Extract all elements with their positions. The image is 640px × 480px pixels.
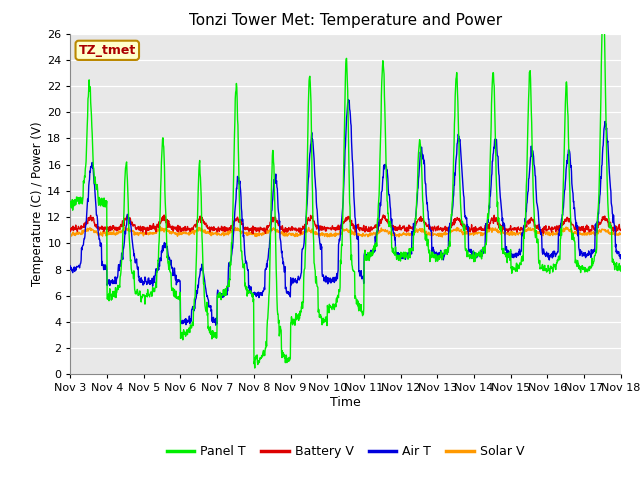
Battery V — [67, 228, 74, 234]
Line: Air T: Air T — [70, 99, 621, 325]
Title: Tonzi Tower Met: Temperature and Power: Tonzi Tower Met: Temperature and Power — [189, 13, 502, 28]
Solar V — [438, 234, 446, 240]
Panel T — [504, 260, 511, 265]
Air T — [212, 322, 220, 328]
Battery V — [176, 223, 184, 229]
Air T — [552, 251, 560, 256]
Panel T — [175, 294, 183, 300]
X-axis label: Time: Time — [330, 396, 361, 409]
Solar V — [67, 233, 74, 239]
Air T — [344, 96, 352, 102]
Battery V — [189, 227, 197, 232]
Panel T — [189, 323, 196, 328]
Solar V — [552, 231, 560, 237]
Line: Battery V: Battery V — [70, 215, 621, 234]
Panel T — [250, 359, 258, 365]
Battery V — [251, 227, 259, 233]
Text: TZ_tmet: TZ_tmet — [79, 44, 136, 57]
Air T — [617, 252, 625, 258]
Solar V — [431, 231, 439, 237]
Solar V — [617, 231, 625, 237]
Panel T — [251, 365, 259, 371]
Air T — [67, 263, 74, 269]
Panel T — [431, 252, 439, 258]
Solar V — [504, 229, 511, 235]
Battery V — [617, 227, 625, 233]
Line: Solar V: Solar V — [70, 227, 621, 237]
Battery V — [380, 212, 387, 218]
Solar V — [189, 228, 197, 234]
Y-axis label: Temperature (C) / Power (V): Temperature (C) / Power (V) — [31, 122, 44, 286]
Solar V — [176, 230, 184, 236]
Air T — [432, 253, 440, 259]
Battery V — [432, 228, 440, 234]
Panel T — [67, 204, 74, 210]
Line: Panel T: Panel T — [70, 0, 621, 368]
Air T — [175, 278, 183, 284]
Panel T — [617, 268, 625, 274]
Air T — [189, 304, 196, 310]
Battery V — [142, 231, 150, 237]
Air T — [504, 248, 511, 254]
Solar V — [251, 232, 259, 238]
Air T — [251, 291, 259, 297]
Legend: Panel T, Battery V, Air T, Solar V: Panel T, Battery V, Air T, Solar V — [162, 440, 529, 463]
Solar V — [156, 224, 164, 229]
Battery V — [504, 227, 511, 232]
Panel T — [552, 267, 559, 273]
Battery V — [552, 227, 560, 233]
